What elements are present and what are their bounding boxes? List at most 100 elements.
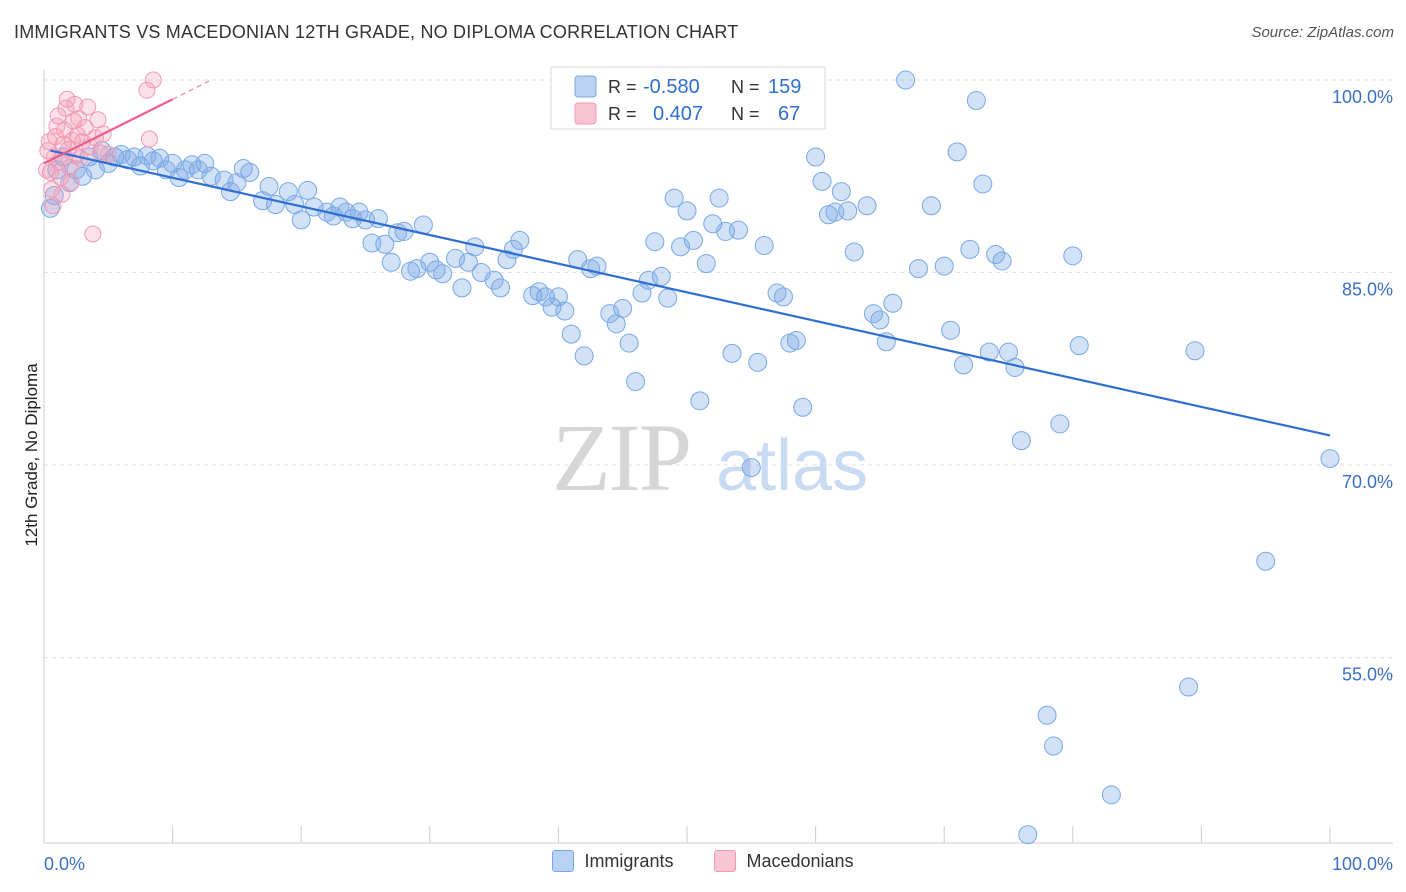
legend-item-macedonians: Macedonians	[714, 850, 854, 872]
immigrants-point	[1044, 736, 1064, 756]
macedonians-point	[43, 180, 61, 198]
immigrants-point	[433, 264, 453, 284]
immigrants-point	[960, 239, 980, 259]
immigrants-point	[626, 372, 646, 392]
immigrants-point	[619, 333, 639, 353]
immigrants-point	[664, 188, 684, 208]
y-tick-label: 55.0%	[1342, 665, 1393, 685]
immigrants-point	[793, 397, 813, 417]
immigrants-point	[896, 70, 916, 90]
immigrants-point	[491, 278, 511, 298]
immigrants-point	[561, 324, 581, 344]
legend-swatch-immigrants-bottom	[552, 850, 575, 872]
macedonians-point	[57, 99, 75, 117]
immigrants-point	[548, 287, 568, 307]
immigrants-point	[446, 248, 466, 268]
immigrants-point	[651, 266, 671, 286]
immigrants-point	[420, 252, 440, 272]
immigrants-point	[40, 198, 60, 218]
immigrants-point	[510, 230, 530, 250]
macedonians-point	[76, 118, 94, 136]
y-tick-label: 100.0%	[1332, 87, 1393, 107]
immigrants-point	[908, 259, 928, 279]
x-tick-labels: 0.0% 100.0%	[44, 854, 1393, 874]
immigrants-point	[497, 250, 517, 270]
macedonians-point	[138, 81, 156, 99]
macedonians-point	[66, 95, 84, 113]
immigrants-point	[613, 298, 633, 318]
legend-n-label-macedonians: N =	[731, 104, 760, 124]
immigrants-point	[240, 162, 260, 182]
legend-r-value-macedonians: 0.407	[653, 103, 703, 125]
immigrants-point	[748, 352, 768, 372]
immigrants-point	[941, 320, 961, 340]
source-label: Source: ZipAtlas.com	[1251, 24, 1394, 41]
chart-title: IMMIGRANTS VS MACEDONIAN 12TH GRADE, NO …	[14, 22, 739, 42]
x-tick-label-max: 100.0%	[1332, 854, 1393, 874]
immigrants-point	[1011, 431, 1031, 451]
macedonians-point	[84, 225, 102, 243]
trend-lines	[43, 79, 1331, 437]
immigrants-point	[953, 355, 973, 375]
legend-label-immigrants: Immigrants	[584, 850, 674, 871]
immigrants-point	[452, 278, 472, 298]
legend-top-box	[550, 66, 826, 130]
macedonians-point	[44, 197, 62, 215]
immigrants-point	[690, 391, 710, 411]
immigrants-point	[1069, 336, 1089, 356]
immigrants-point	[683, 230, 703, 250]
legend-item-immigrants: Immigrants	[552, 850, 673, 872]
immigrants-point	[298, 180, 318, 200]
immigrants-point	[883, 293, 903, 313]
immigrants-point	[291, 210, 311, 230]
legend-n-label-immigrants: N =	[731, 77, 760, 97]
immigrants-point	[150, 148, 170, 168]
immigrants-point	[484, 270, 504, 290]
immigrants-point	[1018, 825, 1038, 845]
y-tick-label: 70.0%	[1342, 472, 1393, 492]
macedonians-point	[53, 185, 71, 203]
immigrants-point	[966, 91, 986, 111]
immigrants-trend-line	[50, 149, 1331, 437]
immigrants-point	[555, 301, 575, 321]
immigrants-point	[812, 171, 832, 191]
macedonians-point	[70, 110, 88, 127]
immigrants-point	[773, 287, 793, 307]
immigrants-point	[973, 174, 993, 194]
immigrants-point	[381, 252, 401, 272]
immigrants-point	[658, 288, 678, 308]
immigrants-point	[259, 177, 279, 197]
legend-swatch-macedonians-bottom	[714, 850, 737, 872]
immigrants-point	[921, 196, 941, 216]
macedonians-trend-line	[43, 98, 174, 165]
immigrants-point	[349, 202, 369, 222]
immigrants-point	[831, 182, 851, 202]
y-tick-labels: 100.0% 85.0% 70.0% 55.0%	[1332, 87, 1393, 685]
immigrants-point	[947, 142, 967, 162]
immigrants-point	[1320, 449, 1340, 469]
legend-r-label-macedonians: R =	[608, 104, 637, 124]
immigrants-point	[1050, 414, 1070, 434]
immigrants-point	[1179, 677, 1199, 697]
immigrants-point	[1101, 785, 1121, 805]
macedonians-point	[39, 142, 57, 160]
immigrants-point	[741, 458, 761, 478]
watermark: ZIP atlas	[552, 404, 868, 511]
y-tick-label: 85.0%	[1342, 280, 1393, 300]
immigrants-point	[1256, 551, 1276, 571]
immigrants-point	[1185, 341, 1205, 361]
legend-n-value-immigrants: 159	[768, 76, 801, 98]
immigrants-point	[934, 256, 954, 276]
macedonians-point	[62, 174, 80, 192]
legend-swatch-macedonians	[574, 102, 597, 125]
macedonians-point	[140, 130, 158, 148]
x-tick-label-min: 0.0%	[44, 854, 85, 874]
immigrants-point	[844, 242, 864, 262]
immigrants-point	[754, 236, 774, 256]
immigrants-point	[645, 232, 665, 252]
immigrants-point	[529, 282, 549, 302]
immigrants-point	[542, 297, 562, 317]
legend-r-label-immigrants: R =	[608, 77, 637, 97]
legend-label-macedonians: Macedonians	[746, 850, 854, 871]
